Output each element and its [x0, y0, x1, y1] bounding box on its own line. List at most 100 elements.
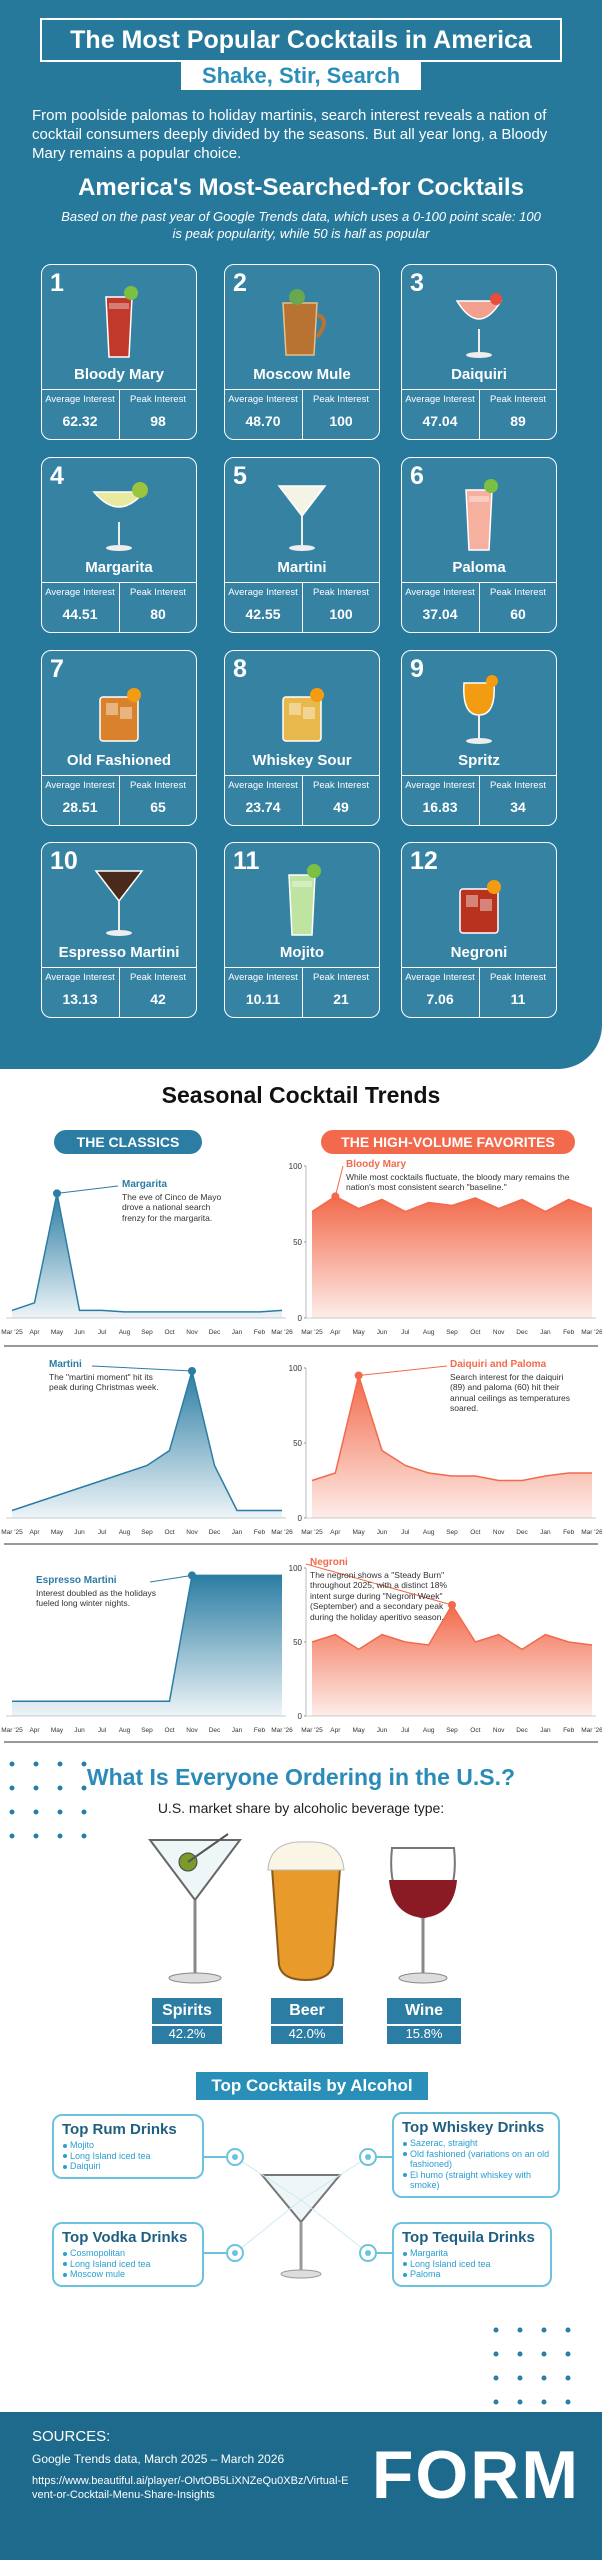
- annotation-line: [56, 1185, 119, 1194]
- x-tick-label: Mar '26: [271, 1529, 293, 1536]
- icon-part: [459, 888, 499, 934]
- y-tick-label: 100: [289, 1162, 303, 1171]
- average-label: Average Interest: [45, 780, 115, 791]
- group-item: Margarita: [402, 2248, 542, 2259]
- dot: [81, 1833, 87, 1839]
- dot: [9, 1785, 15, 1791]
- annotation: Martini The "martini moment" hit its peak…: [49, 1359, 169, 1393]
- icon-part: [289, 289, 305, 305]
- average-value: 47.04: [422, 413, 458, 429]
- x-tick-label: Jun: [74, 1529, 85, 1536]
- market-share: 42.0%: [271, 2026, 343, 2044]
- market-glasses: [148, 1833, 457, 1984]
- average-label: Average Interest: [228, 394, 298, 405]
- market-title: What Is Everyone Ordering in the U.S.?: [86, 1764, 516, 1790]
- area-fill: [312, 1196, 592, 1318]
- rank: 6: [410, 462, 424, 490]
- annotation-text: The eve of Cinco de Mayo drove a nationa…: [122, 1191, 222, 1223]
- beer-glass: [270, 1867, 342, 1982]
- source: Google Trends data, March 2025 – March 2…: [32, 2452, 285, 2466]
- x-tick-label: Jul: [98, 1329, 107, 1336]
- rank: 3: [410, 269, 424, 297]
- x-tick-label: Oct: [470, 1329, 480, 1336]
- annotation-title: Negroni: [310, 1557, 348, 1568]
- peak-marker: [188, 1367, 196, 1375]
- cocktail-card: 12 Negroni Average Interest 7.06 Peak Intere…: [401, 842, 557, 1018]
- x-tick-label: May: [51, 1529, 64, 1536]
- cocktail-name: Martini: [277, 559, 327, 576]
- group-item: Mojito: [62, 2140, 194, 2151]
- peak-value: 100: [329, 413, 353, 429]
- dot: [493, 2399, 499, 2405]
- dot: [81, 1809, 87, 1815]
- dot: [33, 1761, 39, 1767]
- rank: 2: [233, 269, 247, 297]
- center-glass: [259, 2174, 343, 2279]
- peak-col: Peak Interest 100: [302, 390, 379, 439]
- x-tick-label: Feb: [254, 1329, 266, 1336]
- icon-part: [466, 352, 492, 358]
- icon-part: [303, 707, 315, 719]
- area-fill: [12, 1575, 282, 1716]
- cocktail-name: Negroni: [450, 944, 508, 961]
- average-col: Average Interest 10.11: [225, 968, 301, 1017]
- x-tick-label: Dec: [209, 1727, 221, 1734]
- wine: [389, 1880, 457, 1918]
- icon-part: [465, 489, 493, 551]
- peak-value: 89: [510, 413, 526, 429]
- peak-label: Peak Interest: [313, 780, 369, 791]
- cocktail-name: Paloma: [452, 559, 506, 576]
- area-line: [11, 1368, 282, 1512]
- group-label: THE HIGH-VOLUME FAVORITES: [321, 1130, 575, 1154]
- x-tick-label: Jan: [540, 1329, 551, 1336]
- x-tick-label: May: [353, 1727, 366, 1734]
- x-tick-label: Jun: [377, 1329, 388, 1336]
- x-tick-label: Jun: [377, 1727, 388, 1734]
- x-tick-label: Jan: [232, 1529, 243, 1536]
- x-tick-label: Jun: [377, 1529, 388, 1536]
- peak-label: Peak Interest: [490, 972, 546, 983]
- by-alcohol-title: Top Cocktails by Alcohol: [196, 2072, 428, 2100]
- x-tick-label: Mar '26: [271, 1727, 293, 1734]
- x-tick-label: Aug: [423, 1529, 435, 1536]
- icon-part: [124, 286, 138, 300]
- x-tick-label: Mar '26: [581, 1529, 602, 1536]
- cocktail-card: 9 Spritz Average Interest 16.83 Peak Interes…: [401, 650, 557, 826]
- average-label: Average Interest: [405, 587, 475, 598]
- icon-part: [282, 302, 318, 356]
- x-tick-label: Feb: [563, 1727, 575, 1734]
- x-tick-label: Oct: [470, 1529, 480, 1536]
- icon-part: [99, 696, 139, 742]
- annotation-line: [334, 1165, 344, 1197]
- annotation-text: The "martini moment" hit its peak during…: [49, 1371, 159, 1393]
- x-tick-label: Sep: [446, 1529, 458, 1536]
- x-tick-label: Jun: [74, 1727, 85, 1734]
- market-subtitle: U.S. market share by alcoholic beverage …: [157, 1800, 445, 1816]
- dot: [541, 2375, 547, 2381]
- x-tick-label: Nov: [493, 1529, 505, 1536]
- rank: 1: [50, 269, 64, 297]
- peak-col: Peak Interest 42: [119, 968, 196, 1017]
- y-tick-label: 0: [298, 1712, 303, 1721]
- stats: Average Interest 48.70 Peak Interest 100: [225, 389, 379, 439]
- annotation-line: [149, 1574, 193, 1583]
- average-label: Average Interest: [45, 972, 115, 983]
- group-item: Sazerac, straight: [402, 2138, 550, 2149]
- title: The Most Popular Cocktails in America: [40, 18, 562, 62]
- average-value: 28.51: [62, 799, 98, 815]
- peak-value: 80: [150, 606, 166, 622]
- stats: Average Interest 47.04 Peak Interest 89: [402, 389, 556, 439]
- peak-label: Peak Interest: [490, 780, 546, 791]
- stats: Average Interest 13.13 Peak Interest 42: [42, 967, 196, 1017]
- peak-marker: [448, 1601, 456, 1609]
- average-col: Average Interest 7.06: [402, 968, 478, 1017]
- dot: [565, 2399, 571, 2405]
- x-tick-label: Mar '26: [581, 1727, 602, 1734]
- peak-label: Peak Interest: [130, 394, 186, 405]
- peak-marker: [331, 1192, 340, 1201]
- icon-part: [469, 496, 489, 502]
- x-tick-label: Feb: [254, 1529, 266, 1536]
- x-tick-label: Mar '25: [1, 1727, 23, 1734]
- x-tick-label: Sep: [446, 1727, 458, 1734]
